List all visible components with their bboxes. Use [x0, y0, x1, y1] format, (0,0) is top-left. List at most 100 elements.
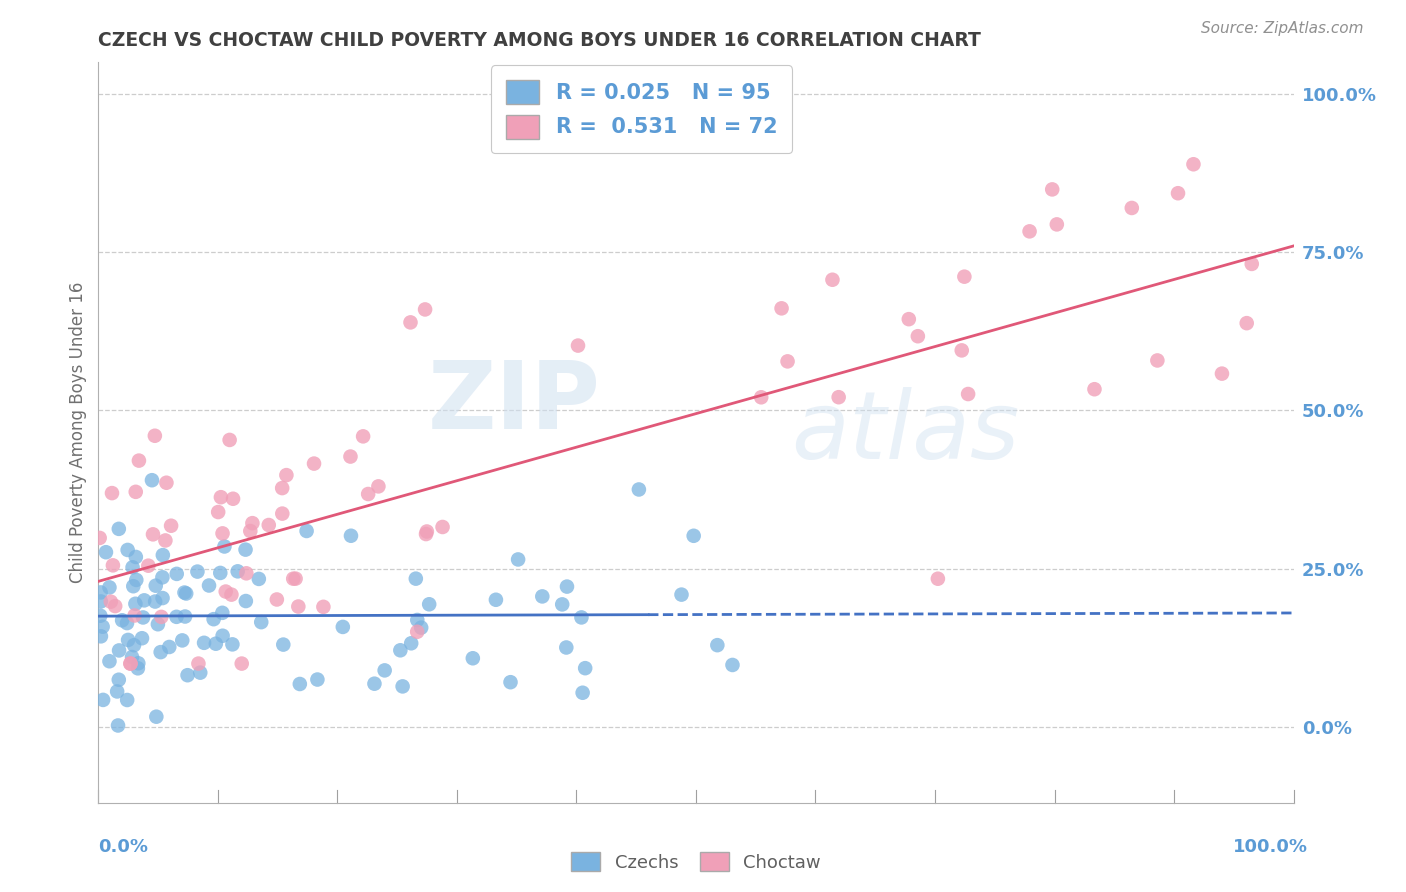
- Point: [215, 584, 238, 599]
- Point: [1182, 157, 1205, 171]
- Point: [107, 718, 129, 732]
- Point: [155, 533, 177, 548]
- Text: Source: ZipAtlas.com: Source: ZipAtlas.com: [1201, 21, 1364, 36]
- Point: [239, 524, 262, 538]
- Point: [166, 610, 188, 624]
- Point: [827, 390, 849, 404]
- Point: [187, 657, 209, 671]
- Point: [198, 578, 221, 592]
- Point: [405, 572, 427, 586]
- Point: [499, 675, 522, 690]
- Point: [125, 573, 148, 587]
- Point: [485, 592, 508, 607]
- Point: [127, 657, 149, 671]
- Point: [152, 591, 174, 605]
- Point: [145, 709, 167, 723]
- Text: CZECH VS CHOCTAW CHILD POVERTY AMONG BOYS UNDER 16 CORRELATION CHART: CZECH VS CHOCTAW CHILD POVERTY AMONG BOY…: [98, 31, 981, 50]
- Point: [284, 572, 307, 586]
- Point: [122, 579, 145, 593]
- Point: [90, 594, 112, 608]
- Point: [193, 636, 215, 650]
- Point: [221, 637, 243, 651]
- Point: [157, 640, 180, 654]
- Point: [176, 668, 198, 682]
- Point: [1121, 201, 1143, 215]
- Point: [125, 549, 148, 564]
- Point: [202, 612, 225, 626]
- Point: [411, 621, 433, 635]
- Point: [506, 552, 529, 566]
- Point: [117, 543, 139, 558]
- Point: [101, 558, 124, 573]
- Point: [415, 527, 437, 541]
- Point: [174, 609, 197, 624]
- Point: [957, 387, 980, 401]
- Point: [821, 273, 844, 287]
- Point: [897, 312, 920, 326]
- Point: [131, 632, 153, 646]
- Point: [671, 588, 693, 602]
- Point: [108, 643, 131, 657]
- Point: [271, 638, 294, 652]
- Point: [89, 608, 111, 623]
- Point: [363, 676, 385, 690]
- Point: [121, 650, 143, 665]
- Point: [374, 664, 396, 678]
- Point: [142, 527, 165, 541]
- Point: [105, 684, 128, 698]
- Point: [432, 520, 454, 534]
- Point: [1167, 186, 1189, 201]
- Point: [101, 486, 124, 500]
- Point: [302, 457, 325, 471]
- Point: [271, 481, 294, 495]
- Point: [143, 429, 166, 443]
- Legend: Czechs, Choctaw: Czechs, Choctaw: [564, 845, 828, 879]
- Point: [186, 565, 208, 579]
- Point: [266, 592, 288, 607]
- Point: [173, 585, 195, 599]
- Text: 0.0%: 0.0%: [98, 838, 149, 855]
- Point: [124, 597, 146, 611]
- Point: [352, 429, 374, 443]
- Point: [150, 610, 173, 624]
- Point: [295, 524, 318, 538]
- Point: [770, 301, 793, 316]
- Point: [235, 594, 257, 608]
- Point: [271, 507, 294, 521]
- Point: [571, 610, 593, 624]
- Point: [90, 629, 112, 643]
- Point: [107, 673, 129, 687]
- Point: [953, 269, 976, 284]
- Point: [115, 616, 138, 631]
- Point: [399, 636, 422, 650]
- Point: [461, 651, 484, 665]
- Point: [98, 581, 121, 595]
- Point: [357, 487, 380, 501]
- Point: [120, 657, 142, 671]
- Point: [152, 570, 174, 584]
- Point: [138, 558, 160, 573]
- Point: [127, 661, 149, 675]
- Point: [149, 645, 172, 659]
- Point: [132, 610, 155, 624]
- Point: [235, 566, 257, 581]
- Point: [207, 505, 229, 519]
- Point: [124, 608, 146, 623]
- Point: [188, 665, 211, 680]
- Point: [222, 491, 245, 506]
- Point: [1046, 218, 1069, 232]
- Point: [111, 613, 134, 627]
- Point: [307, 673, 329, 687]
- Point: [1083, 382, 1105, 396]
- Point: [211, 606, 233, 620]
- Point: [418, 597, 440, 611]
- Point: [574, 661, 596, 675]
- Point: [235, 542, 257, 557]
- Point: [1146, 353, 1168, 368]
- Point: [166, 566, 188, 581]
- Point: [128, 453, 150, 467]
- Point: [94, 545, 117, 559]
- Point: [152, 548, 174, 562]
- Point: [91, 693, 114, 707]
- Point: [571, 686, 593, 700]
